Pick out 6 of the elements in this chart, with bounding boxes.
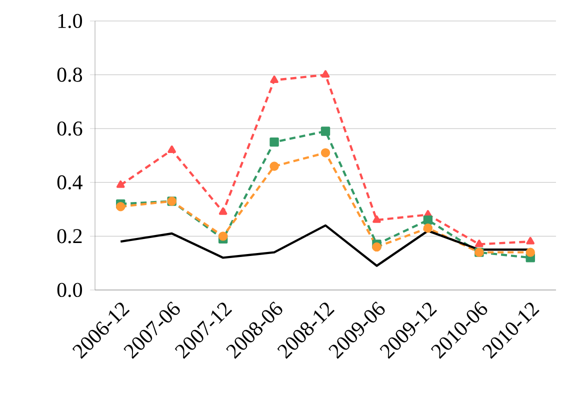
y-tick-label: 0.2 — [57, 229, 82, 244]
y-tick-label: 0.8 — [57, 68, 82, 82]
y-tick-label: 0.6 — [57, 121, 82, 136]
y-tick-label: 0.0 — [57, 282, 82, 298]
y-tick-label: 1.0 — [58, 14, 82, 28]
y-tick-label: 0.4 — [57, 175, 82, 190]
